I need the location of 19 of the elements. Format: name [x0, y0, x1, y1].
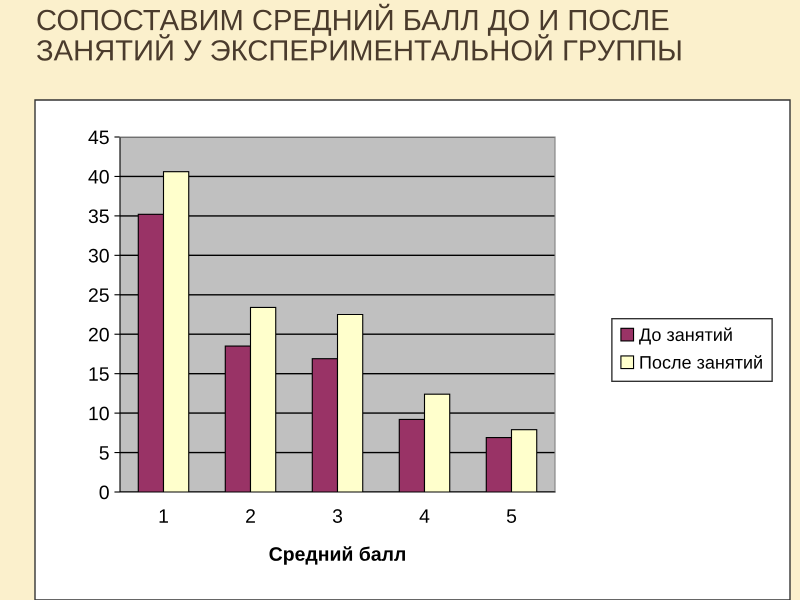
x-tick-label: 3	[332, 509, 342, 523]
x-tick-label: 2	[246, 509, 255, 523]
y-tick-label: 10	[89, 406, 109, 420]
x-tick-label: 4	[420, 509, 430, 523]
y-tick-label: 0	[100, 485, 109, 500]
y-tick-label: 15	[89, 367, 109, 381]
x-tick-label: 5	[506, 509, 516, 523]
y-tick-label: 25	[88, 288, 109, 302]
chart-title: СОПОСТАВИМ СРЕДНИЙ БАЛЛ ДО И ПОСЛЕ ЗАНЯТИЙ У ЭКСПЕРИМЕНТАЛЬНОЙ ГРУППЫ	[36, 4, 681, 61]
y-tick-label: 40	[88, 170, 109, 184]
x-tick-label: 1	[160, 509, 168, 523]
y-tick-label: 30	[88, 248, 109, 263]
x-axis-title: Средний балл	[269, 546, 405, 565]
legend-label: После занятий	[640, 355, 762, 369]
y-tick-label: 35	[88, 209, 109, 224]
y-tick-label: 45	[88, 130, 109, 144]
y-tick-label: 20	[88, 328, 109, 342]
y-tick-label: 5	[100, 446, 109, 460]
legend-label: До занятий	[639, 328, 732, 345]
